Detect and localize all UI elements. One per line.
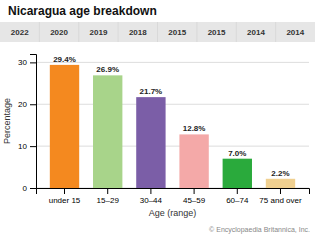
- tick: 30: [18, 58, 36, 67]
- data-label: 2.2%: [271, 169, 289, 178]
- nav-item: 2020: [50, 28, 68, 37]
- nav-divider: [236, 22, 237, 42]
- nav-item: 2022: [11, 28, 29, 37]
- x-axis-title: Age (range): [149, 208, 197, 218]
- data-labels: 29.4% 26.9% 21.7% 12.8% 7.0% 2.2%: [53, 55, 289, 178]
- nav-item: 2015: [168, 28, 186, 37]
- tick-mark: [237, 188, 238, 194]
- nav-bar: 2022 2020 2019 2018 2015 2015 2014 2014: [0, 22, 315, 42]
- axis-line: [30, 55, 37, 189]
- tick-label: 30: [18, 58, 27, 67]
- tick-mark: [30, 146, 36, 147]
- tick-label: 75 and over: [259, 196, 302, 205]
- tick-label: 60–74: [226, 196, 249, 205]
- tick: 15–29: [97, 188, 120, 205]
- y-axis-title: Percentage: [2, 98, 12, 144]
- tick: under 15: [49, 188, 81, 205]
- grid: [36, 62, 309, 188]
- copyright: © Encyclopaedia Britannica, Inc.: [209, 226, 310, 234]
- data-label: 21.7%: [140, 87, 163, 96]
- bar: [223, 159, 252, 188]
- tick-mark: [107, 188, 108, 194]
- tick: 10: [18, 142, 36, 151]
- data-label: 26.9%: [96, 65, 119, 74]
- tick-label: 10: [18, 142, 27, 151]
- data-label: 12.8%: [183, 124, 206, 133]
- tick: 45–59: [183, 188, 206, 205]
- nav-divider: [275, 22, 276, 42]
- data-label: 29.4%: [53, 55, 76, 64]
- nav-divider: [157, 22, 158, 42]
- nav-divider: [39, 22, 40, 42]
- tick-label: 0: [23, 184, 28, 193]
- nav-item: 2014: [247, 28, 265, 37]
- nav-divider: [118, 22, 119, 42]
- tick: 60–74: [226, 188, 249, 205]
- nav-divider: [78, 22, 79, 42]
- tick-mark: [194, 188, 195, 194]
- x-axis: under 15 15–29 30–44 45–59 60–74 75 and over: [37, 188, 310, 205]
- tick-mark: [64, 188, 65, 194]
- nav-item: 2019: [90, 28, 108, 37]
- nav-item: 2018: [129, 28, 147, 37]
- tick-mark: [30, 188, 36, 189]
- tick-label: under 15: [49, 196, 81, 205]
- nav-divider: [196, 22, 197, 42]
- data-label: 7.0%: [228, 149, 246, 158]
- tick-label: 15–29: [97, 196, 120, 205]
- chart: Nicaragua age breakdown20222020201920182…: [0, 0, 315, 236]
- grid-line: [36, 62, 309, 63]
- tick: 75 and over: [259, 188, 302, 205]
- y-axis: 0 10 20 30: [18, 55, 36, 194]
- tick: 20: [18, 100, 36, 109]
- bar: [266, 179, 295, 188]
- bar: [179, 134, 208, 188]
- tick-label: 20: [18, 100, 27, 109]
- tick: 30–44: [140, 188, 163, 205]
- tick-label: 45–59: [183, 196, 206, 205]
- plot: 29.4% 26.9% 21.7% 12.8% 7.0% 2.2% under 15 15–2…: [18, 55, 309, 205]
- tick-mark: [30, 62, 36, 63]
- title: Nicaragua age breakdown: [8, 4, 157, 18]
- bar: [93, 75, 122, 188]
- tick: 0: [23, 184, 36, 193]
- tick-mark: [150, 188, 151, 194]
- nav-item: 2015: [208, 28, 226, 37]
- tick-mark: [280, 188, 281, 194]
- tick-label: 30–44: [140, 196, 163, 205]
- bars: [50, 65, 295, 188]
- bar: [136, 97, 165, 188]
- tick-mark: [30, 104, 36, 105]
- nav-background: [0, 22, 315, 42]
- bar: [50, 65, 79, 188]
- axis-line: [37, 189, 310, 195]
- nav-item: 2014: [286, 28, 304, 37]
